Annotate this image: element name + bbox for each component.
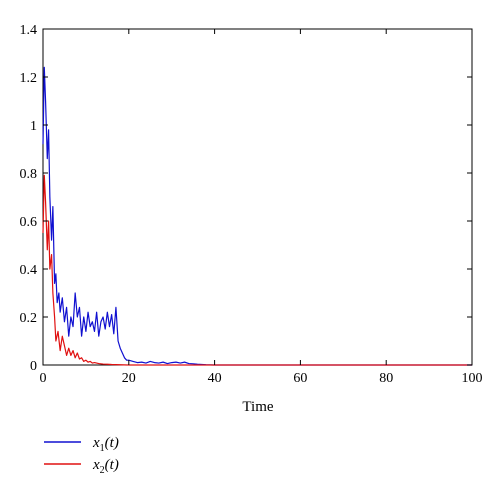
y-tick-label: 1.4 [20,23,38,38]
y-tick-label: 0.8 [20,167,38,182]
x-tick-label: 40 [208,371,222,386]
legend: x1(t) x2(t) [44,435,119,476]
x-tick-label: 20 [122,371,136,386]
x-tick-label: 60 [293,371,307,386]
series-line-1 [42,66,472,366]
y-tick-label: 0 [30,359,37,374]
y-tick-label: 1.2 [20,71,38,86]
legend-label-2: x2(t) [92,457,119,476]
series-line-2 [42,174,472,366]
y-tick-label: 0.4 [20,263,38,278]
y-tick-label: 1 [30,119,37,134]
tick-layer: 0 20 40 60 80 100 0 0.2 0.4 0.6 0.8 1 1.2 1.4 [20,23,483,386]
y-tick-label: 0.6 [20,215,38,230]
y-tick-label: 0.2 [20,311,38,326]
x-tick-label: 100 [462,371,483,386]
legend-label-1: x1(t) [92,435,119,454]
x-tick-label: 0 [40,371,47,386]
x-axis-label: Time [242,399,273,415]
x-tick-label: 80 [379,371,393,386]
series-layer [42,66,472,366]
